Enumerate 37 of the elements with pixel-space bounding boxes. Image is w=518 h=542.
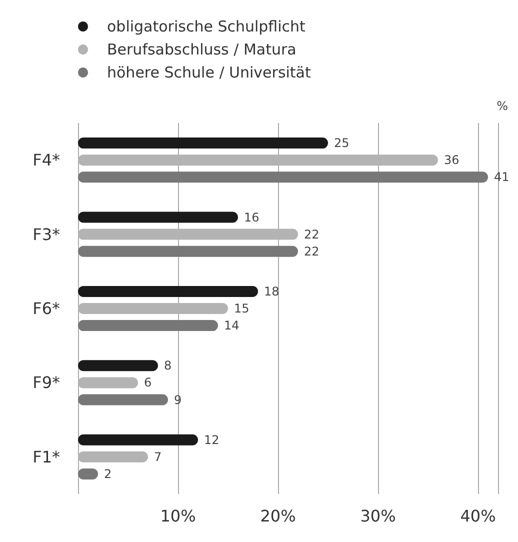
data-label: 14 (224, 318, 240, 333)
data-label: 9 (174, 392, 182, 407)
bar (78, 212, 238, 223)
legend-label: obligatorische Schulpflicht (107, 18, 306, 36)
bar (78, 320, 218, 332)
bar (78, 246, 298, 257)
data-label: 15 (234, 302, 250, 316)
x-tick-label: 30% (360, 506, 396, 526)
bar (78, 286, 258, 297)
data-label: 8 (164, 358, 172, 373)
text: % (496, 99, 508, 113)
data-label: 18 (264, 284, 280, 298)
data-label: 6 (144, 376, 152, 390)
legend-label: Berufsabschluss / Matura (107, 40, 296, 58)
data-label: 12 (204, 432, 220, 447)
bar (78, 360, 158, 372)
data-label: 22 (304, 227, 320, 242)
data-label: 16 (244, 210, 260, 224)
x-tick-label: 20% (260, 506, 296, 526)
data-label: 36 (444, 153, 460, 168)
bar (78, 172, 488, 183)
legend-label: höhere Schule / Universität (107, 64, 312, 82)
y-tick-label: F6* (32, 299, 60, 318)
y-tick-label: F1* (32, 447, 60, 466)
x-tick-label: 40% (460, 506, 496, 526)
data-label: 7 (154, 450, 162, 464)
y-tick-label: F3* (32, 224, 60, 244)
x-tick-label: 10% (160, 506, 196, 526)
data-label: 41 (494, 170, 510, 184)
data-label: 25 (334, 136, 350, 150)
data-label: 22 (304, 244, 320, 258)
data-label: 2 (104, 466, 112, 481)
y-tick-label: F9* (32, 373, 60, 392)
bar (78, 138, 328, 149)
bar (78, 434, 198, 446)
y-tick-label: F4* (32, 150, 60, 170)
bar (78, 394, 168, 406)
